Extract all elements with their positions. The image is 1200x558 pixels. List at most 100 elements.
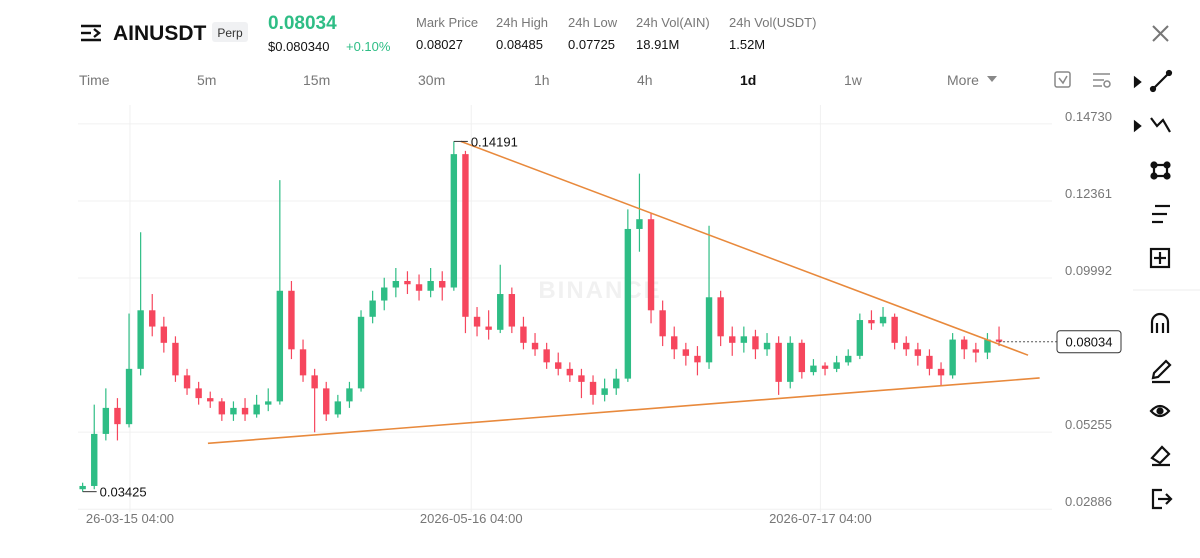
candle-body	[450, 154, 458, 288]
stat-value: 0.08485	[496, 37, 543, 52]
candle-body	[381, 287, 388, 301]
candle-body	[323, 388, 330, 415]
candle-body	[891, 316, 898, 343]
y-tick-label: 0.02886	[1065, 494, 1112, 509]
candle-body	[845, 355, 852, 363]
candle-body	[160, 326, 168, 343]
timeframe[interactable]: Time	[79, 72, 110, 88]
stat-value: 0.07725	[568, 37, 615, 52]
stat-label: Mark Price	[416, 15, 478, 30]
candle-body	[415, 284, 423, 291]
candle-body	[972, 349, 980, 353]
candle-body	[926, 355, 933, 369]
candle-body	[79, 485, 86, 490]
timeframe[interactable]: 1h	[534, 72, 550, 88]
candle-body	[810, 365, 817, 373]
candle-body	[183, 375, 191, 389]
candle-body	[682, 349, 690, 356]
close-icon[interactable]	[1152, 25, 1169, 42]
y-tick-label: 0.12361	[1065, 186, 1112, 201]
candle-body	[276, 290, 284, 402]
candle-body	[636, 219, 643, 229]
candle-body	[566, 368, 574, 376]
x-tick-label: 2026-05-16 04:00	[420, 511, 523, 526]
stat-value: 18.91M	[636, 37, 679, 52]
candle-body	[392, 281, 400, 288]
candle-body	[508, 294, 516, 327]
candle-body	[114, 407, 121, 425]
menu-icon[interactable]	[81, 24, 101, 42]
y-tick-label: 0.05255	[1065, 417, 1112, 432]
candle-body	[740, 336, 748, 343]
candle-body	[752, 336, 759, 350]
candle-body	[914, 349, 922, 356]
last-price-box	[1056, 330, 1122, 354]
change: +0.10%	[346, 39, 391, 54]
symbol: AINUSDT	[113, 22, 207, 45]
candle-body	[265, 401, 272, 405]
candle-body	[520, 326, 527, 343]
candle-body	[404, 281, 411, 285]
candle-body	[369, 300, 376, 317]
candle-body	[624, 228, 632, 379]
candle-body	[798, 342, 806, 373]
candle-body	[659, 310, 666, 337]
timeframe[interactable]: 1w	[844, 72, 863, 88]
chart: BINANCE 0.14730 0.12361 0.09992 0.05255 0.028…	[78, 105, 1122, 526]
candle-body	[763, 342, 771, 350]
watermark: BINANCE	[538, 277, 661, 304]
candle-body	[230, 407, 237, 415]
chart-tools[interactable]	[1054, 71, 1111, 88]
drawing-toolbar[interactable]	[1133, 69, 1173, 510]
price: 0.08034	[268, 13, 337, 34]
x-tick-label: 26-03-15 04:00	[86, 511, 174, 526]
candle-body	[671, 336, 678, 350]
timeframe[interactable]: 15m	[303, 72, 330, 88]
candle-body	[856, 320, 864, 356]
stat-value: 0.08027	[416, 37, 463, 52]
candle-body	[531, 342, 539, 350]
candle-body	[613, 378, 620, 389]
candle-body	[102, 407, 110, 434]
candle-body	[647, 219, 655, 311]
candle-body	[346, 388, 353, 402]
candle-body	[91, 433, 98, 486]
badge: Perp	[217, 26, 243, 40]
timeframe[interactable]: 1d	[740, 72, 756, 88]
candle-body	[961, 339, 968, 350]
candle-body	[357, 316, 365, 389]
stat-label: 24h Vol(AIN)	[636, 15, 710, 30]
candle-body	[462, 154, 469, 317]
trendline[interactable]	[207, 377, 1040, 445]
candle-body	[787, 342, 794, 382]
timeframe[interactable]: 30m	[418, 72, 445, 88]
trendline[interactable]	[460, 140, 1029, 356]
y-tick-label: 0.09992	[1065, 263, 1112, 278]
stat-value: 1.52M	[729, 37, 765, 52]
candle-body	[949, 339, 956, 376]
timeframe[interactable]: 4h	[637, 72, 653, 88]
stat-label: 24h High	[496, 15, 548, 30]
candle-body	[555, 362, 562, 369]
candle-body	[995, 339, 1003, 342]
candle-body	[984, 339, 991, 353]
candle-body	[879, 316, 887, 324]
candle-body	[543, 349, 550, 363]
price-usd: $0.080340	[268, 39, 329, 54]
candle-body	[868, 320, 875, 324]
timeframe[interactable]: More	[947, 72, 979, 88]
candle-body	[601, 388, 608, 395]
candle-body	[125, 368, 133, 425]
candle-body	[485, 326, 492, 330]
candle-body	[334, 401, 342, 415]
candle-body	[427, 281, 434, 291]
candle-body	[439, 281, 446, 288]
candle-body	[288, 290, 295, 350]
candle-body	[241, 407, 249, 415]
badge-bg	[212, 22, 248, 42]
candle-body	[207, 398, 214, 402]
timeframe[interactable]: 5m	[197, 72, 216, 88]
candle-body	[589, 381, 597, 395]
low-label: 0.03425	[100, 485, 147, 500]
high-label: 0.14191	[471, 134, 518, 149]
